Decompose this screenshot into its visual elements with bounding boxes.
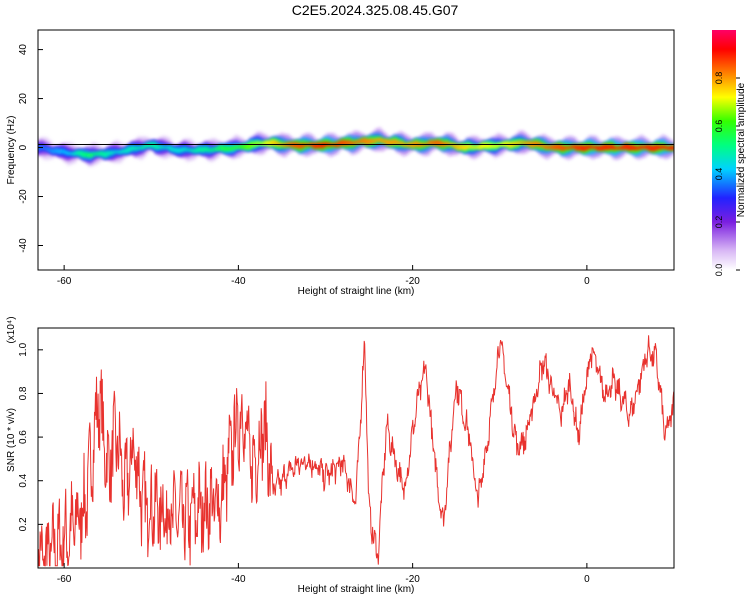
y-tick-label: -20 [18,189,29,204]
y-tick-label: -40 [18,238,29,253]
colorbar-tick-label: 0.0 [714,264,724,277]
x-tick-label: 0 [584,574,590,585]
chart-title: C2E5.2024.325.08.45.G07 [291,2,459,18]
snr-frame [37,327,675,569]
snr-series-line [38,335,674,567]
y-tick-label: 40 [18,44,29,56]
y-tick-label: 1.0 [18,342,29,356]
y-tick-label: 0.4 [18,473,29,487]
colorbar: 0.0 0.2 0.4 0.6 0.8 Normalized spectral ampl… [712,30,747,276]
y-tick-label: 0.6 [18,430,29,444]
x-tick-label: -60 [57,276,72,287]
x-tick-label: -40 [231,276,246,287]
colorbar-tick-label: 0.2 [714,216,724,229]
snr-panel: -60 -40 -20 0 0.2 0.4 0.6 0.8 1.0 Height of str… [6,316,675,595]
colorbar-tick-label: 0.6 [714,120,724,133]
colorbar-gradient [712,30,736,270]
snr-y-multiplier: (x10⁴) [6,316,17,343]
y-tick-label: 0.2 [18,517,29,531]
spectrogram-x-label: Height of straight line (km) [298,286,415,297]
spectrogram-panel: -60 -40 -20 0 40 20 0 -20 -40 Height of straigh… [6,29,675,297]
colorbar-tick-label: 0.4 [714,168,724,181]
spectrogram-y-label: Frequency (Hz) [6,116,17,185]
y-tick-label: 0 [18,144,29,150]
x-tick-label: -20 [405,574,420,585]
x-tick-label: 0 [584,276,590,287]
y-tick-label: 20 [18,93,29,105]
x-tick-label: -60 [57,574,72,585]
y-tick-label: 0.8 [18,386,29,400]
spectrogram-layer [38,137,674,158]
spectrogram-frame [37,29,675,271]
snr-y-label: SNR (10 * v/v) [6,408,17,472]
snr-x-label: Height of straight line (km) [298,584,415,595]
colorbar-label: Normalized spectral amplitude [736,82,747,217]
x-tick-label: -20 [405,276,420,287]
spectrogram-cell [668,145,674,151]
x-tick-label: -40 [231,574,246,585]
colorbar-tick-label: 0.8 [714,72,724,85]
